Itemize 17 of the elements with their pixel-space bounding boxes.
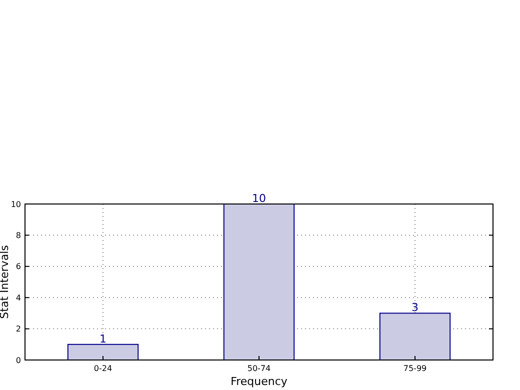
y-tick-label: 2: [16, 324, 21, 334]
y-tick-label: 0: [16, 356, 21, 365]
x-axis-title: Frequency: [230, 375, 288, 388]
y-tick-label: 6: [16, 262, 21, 272]
y-tick-label: 8: [16, 231, 21, 240]
bar: [67, 344, 139, 360]
data-label: 10: [252, 192, 266, 205]
x-tick-label: 50-74: [247, 364, 271, 373]
bar: [379, 312, 451, 360]
bar: [223, 204, 295, 360]
data-label: 3: [412, 301, 418, 314]
y-axis-title: Stat Intervals: [0, 244, 11, 319]
x-tick-label: 75-99: [403, 364, 427, 373]
x-tick-label: 0-24: [94, 364, 112, 373]
data-label: 1: [100, 332, 106, 346]
y-tick-label: 10: [10, 200, 21, 209]
y-tick-label: 4: [16, 293, 21, 302]
